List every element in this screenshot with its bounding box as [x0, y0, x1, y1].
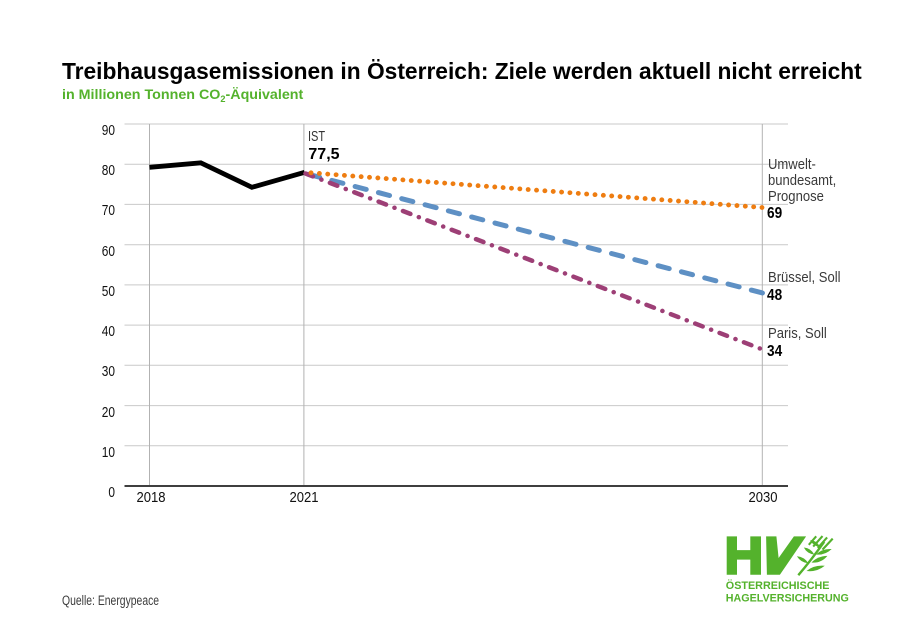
- svg-text:ÖSTERREICHISCHE: ÖSTERREICHISCHE: [726, 579, 830, 592]
- svg-text:HAGELVERSICHERUNG: HAGELVERSICHERUNG: [726, 592, 849, 604]
